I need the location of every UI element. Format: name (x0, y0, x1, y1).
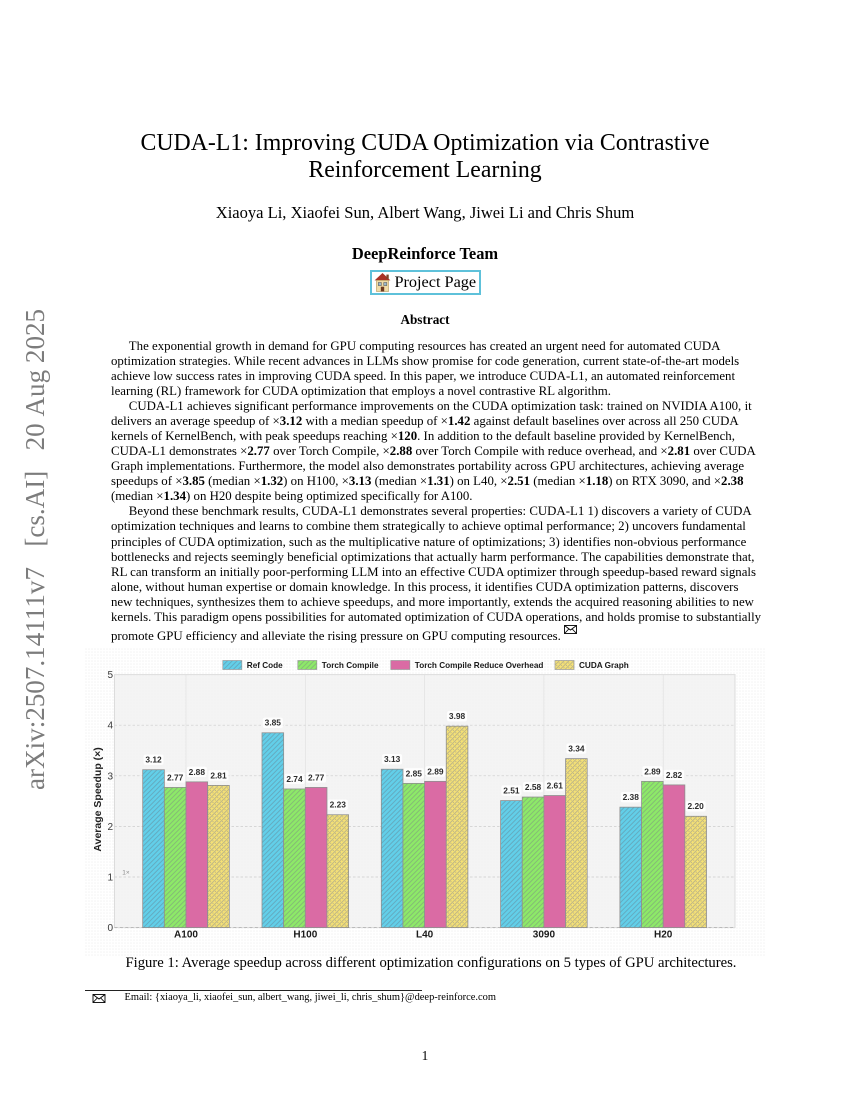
svg-text:2.20: 2.20 (688, 801, 705, 811)
svg-text:Torch Compile Reduce Overhead: Torch Compile Reduce Overhead (415, 661, 544, 670)
svg-text:2.88: 2.88 (189, 767, 206, 777)
svg-text:3.13: 3.13 (384, 754, 401, 764)
svg-text:3.34: 3.34 (568, 744, 585, 754)
svg-text:Ref Code: Ref Code (247, 661, 283, 670)
svg-text:2.77: 2.77 (167, 772, 184, 782)
svg-text:2.77: 2.77 (308, 772, 325, 782)
svg-text:2.51: 2.51 (503, 785, 520, 795)
svg-text:H100: H100 (293, 930, 317, 941)
svg-text:5: 5 (107, 670, 113, 681)
svg-text:CUDA Graph: CUDA Graph (579, 661, 629, 670)
svg-text:H20: H20 (654, 930, 673, 941)
svg-text:2.74: 2.74 (286, 774, 303, 784)
svg-text:0: 0 (107, 923, 113, 934)
svg-text:3090: 3090 (533, 930, 556, 941)
svg-text:2.23: 2.23 (330, 800, 347, 810)
svg-text:4: 4 (107, 721, 113, 732)
svg-text:3.98: 3.98 (449, 711, 466, 721)
svg-text:2.82: 2.82 (666, 770, 683, 780)
svg-text:2.89: 2.89 (644, 766, 661, 776)
svg-text:L40: L40 (416, 930, 434, 941)
svg-text:A100: A100 (174, 930, 198, 941)
svg-text:2.61: 2.61 (547, 780, 564, 790)
svg-text:1×: 1× (122, 870, 130, 877)
svg-text:2.81: 2.81 (210, 770, 227, 780)
svg-text:1: 1 (107, 873, 113, 884)
svg-text:Average Speedup (×): Average Speedup (×) (92, 747, 104, 851)
svg-text:2: 2 (107, 822, 113, 833)
svg-text:3.12: 3.12 (145, 755, 162, 765)
svg-text:2.58: 2.58 (525, 782, 542, 792)
svg-text:2.89: 2.89 (427, 766, 444, 776)
svg-text:2.38: 2.38 (623, 792, 640, 802)
svg-text:3.85: 3.85 (265, 718, 282, 728)
svg-text:Torch Compile: Torch Compile (322, 661, 379, 670)
svg-text:3: 3 (107, 771, 113, 782)
svg-text:2.85: 2.85 (406, 768, 423, 778)
